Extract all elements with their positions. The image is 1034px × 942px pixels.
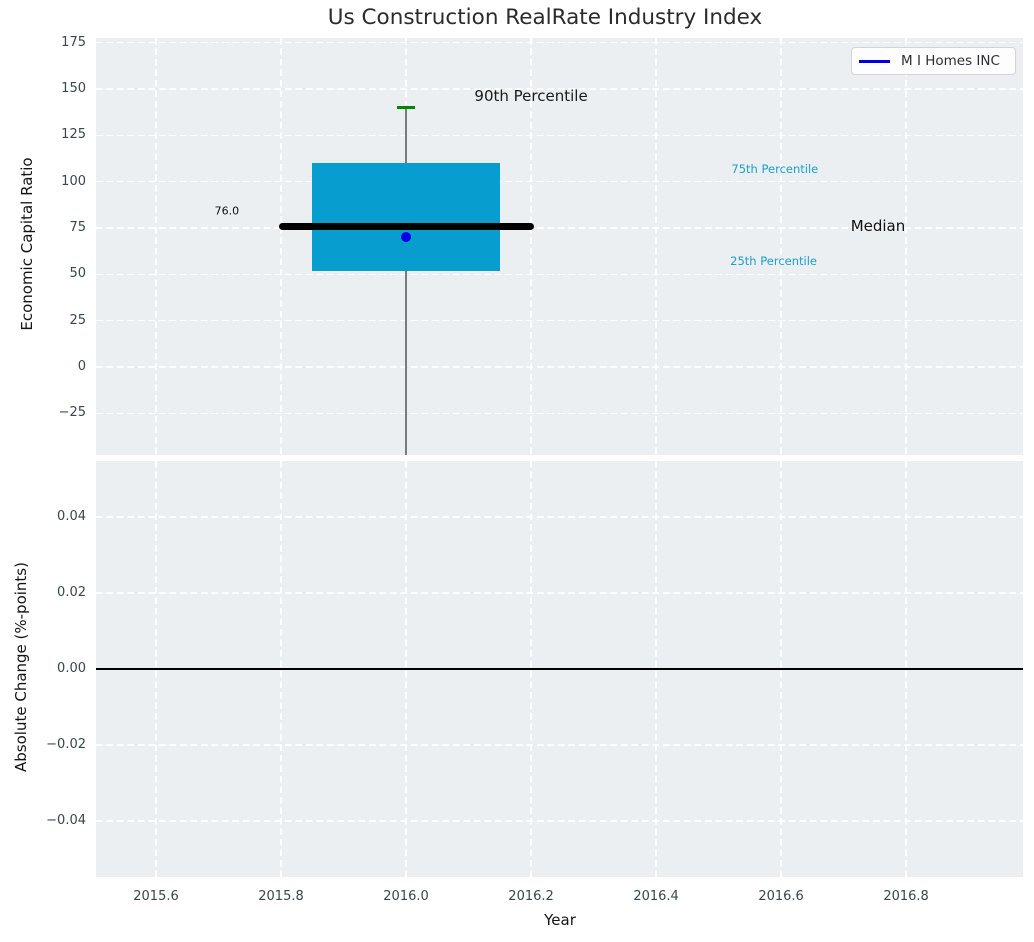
gridline-v	[155, 38, 157, 455]
gridline-v	[655, 38, 657, 455]
p75-annotation: 75th Percentile	[731, 161, 819, 176]
gridline-h	[96, 592, 1023, 594]
gridline-h	[96, 227, 1023, 229]
y-tick-label: 0.00	[57, 661, 86, 676]
y-tick-label: 150	[61, 80, 86, 96]
legend-line-swatch	[859, 59, 890, 63]
top-plot-area: 90th Percentile 75th Percentile Median 25th…	[96, 38, 1023, 455]
x-tick-label: 2016.0	[383, 889, 429, 904]
gridline-v	[280, 38, 282, 455]
percentile-box	[312, 163, 500, 271]
gridline-h	[96, 412, 1023, 415]
gridline-h	[96, 516, 1023, 518]
gridline-h	[96, 180, 1023, 183]
p90-cap	[397, 106, 415, 109]
gridline-h	[96, 273, 1023, 276]
y-tick-label: 50	[69, 266, 86, 282]
y-tick-label: 0.02	[57, 584, 86, 600]
y-tick-label: −0.02	[46, 737, 86, 753]
y-tick-label: 175	[61, 34, 86, 50]
y-tick-label: −0.04	[46, 813, 86, 829]
x-tick-label: 2015.6	[133, 889, 179, 904]
gridline-h	[96, 366, 1023, 368]
y-tick-label: −25	[58, 405, 86, 421]
median-value-label: 76.0	[214, 204, 240, 218]
gridline-h	[96, 134, 1023, 137]
y-tick-label: 75	[69, 219, 86, 235]
gridline-v	[780, 38, 782, 455]
zero-line	[96, 668, 1023, 670]
gridline-h	[96, 88, 1023, 90]
company-value-dot	[401, 232, 412, 243]
gridline-h	[96, 820, 1023, 822]
chart-title: Us Construction RealRate Industry Index	[327, 5, 763, 30]
legend-label: M I Homes INC	[901, 53, 1000, 69]
median-annotation: Median	[850, 217, 906, 236]
p90-annotation: 90th Percentile	[474, 87, 588, 106]
gridline-h	[96, 744, 1023, 746]
y-tick-label: 100	[61, 173, 86, 189]
gridline-h	[96, 41, 1023, 44]
y-tick-label: 0.04	[57, 508, 86, 524]
y-tick-label: 125	[61, 127, 86, 143]
y-tick-label: 0	[77, 358, 86, 374]
x-tick-label: 2016.8	[883, 889, 929, 904]
gridline-v	[905, 38, 907, 455]
y-tick-label: 25	[69, 312, 86, 328]
x-tick-label: 2016.2	[508, 889, 554, 904]
gridline-h	[96, 319, 1023, 322]
whisker-line	[405, 107, 407, 455]
x-tick-label: 2015.8	[258, 889, 304, 904]
bottom-plot-area	[96, 461, 1023, 877]
legend: M I Homes INC	[851, 47, 1016, 75]
x-tick-label: 2016.6	[758, 889, 804, 904]
x-axis-label: Year	[544, 911, 576, 929]
x-tick-label: 2016.4	[633, 889, 679, 904]
p25-annotation: 25th Percentile	[730, 254, 817, 269]
gridline-v	[530, 38, 532, 455]
median-line	[278, 222, 534, 230]
